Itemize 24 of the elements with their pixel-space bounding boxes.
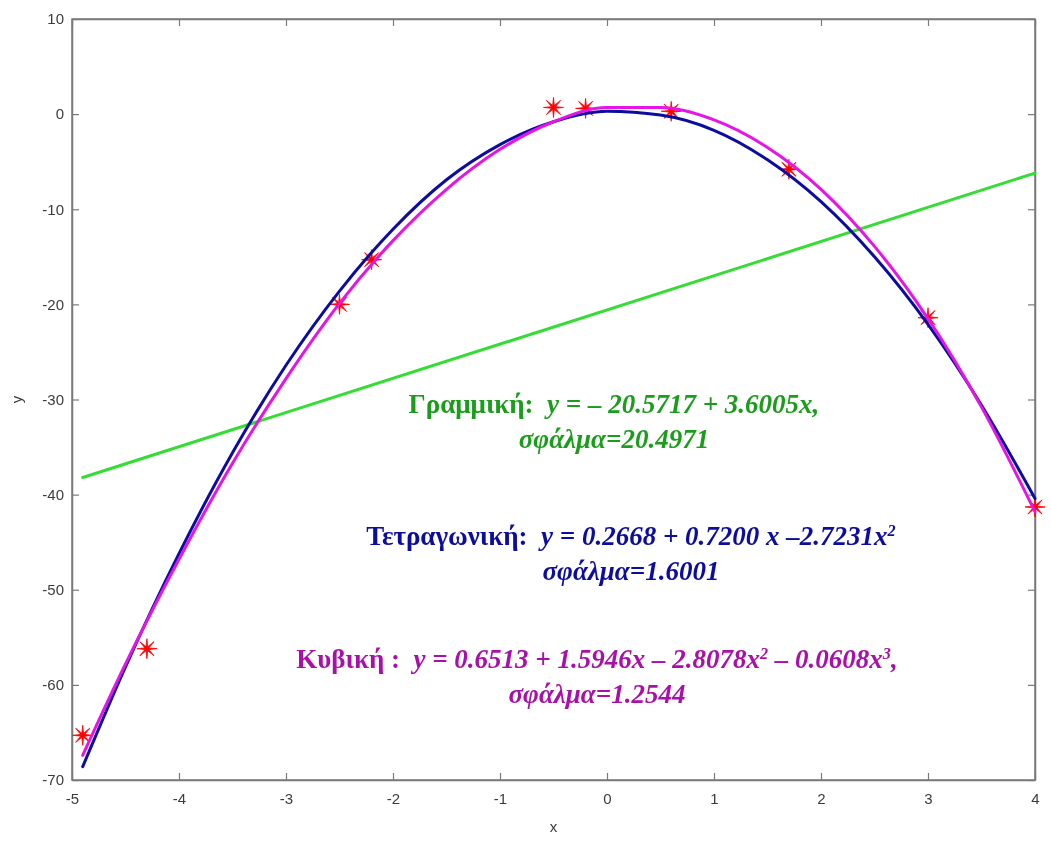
- x-tick-label: 4: [1031, 789, 1040, 807]
- y-tick-label: -40: [42, 485, 64, 503]
- x-tick-label: 0: [603, 789, 612, 807]
- annotation: Γραμμική: y = – 20.5717 + 3.6005x, σφάλμα=20.4971: [408, 389, 820, 454]
- x-axis-title: x: [549, 818, 558, 835]
- y-tick-label: 10: [47, 10, 64, 28]
- y-tick-label: -30: [42, 390, 64, 408]
- x-tick-label: 3: [924, 789, 933, 807]
- y-tick-label: 0: [55, 105, 64, 123]
- x-tick-label: -1: [493, 789, 508, 807]
- y-tick-label: -70: [42, 771, 64, 789]
- y-tick-label: -20: [42, 295, 64, 313]
- x-tick-label: -4: [172, 789, 187, 807]
- y-tick-label: -50: [42, 581, 64, 599]
- x-tick-label: 2: [817, 789, 826, 807]
- y-tick-label: -10: [42, 200, 64, 218]
- text: Κυβική : y = 0.6513 + 1.5946x – 2.8078x$^{2}$ – 0.0608x$^{3}$, σφάλμα=1.2544: [296, 644, 898, 709]
- text: Τετραγωνική: y = 0.2668 + 0.7200 x –2.7231x$^{2}$ σφάλμα=1.6001: [366, 521, 896, 586]
- y-axis-title: y: [8, 395, 25, 404]
- x-tick-label: -3: [279, 789, 294, 807]
- x-tick-label: -5: [65, 789, 80, 807]
- x-tick-label: -2: [386, 789, 401, 807]
- y-tick-label: -60: [42, 676, 64, 694]
- x-tick-label: 1: [710, 789, 719, 807]
